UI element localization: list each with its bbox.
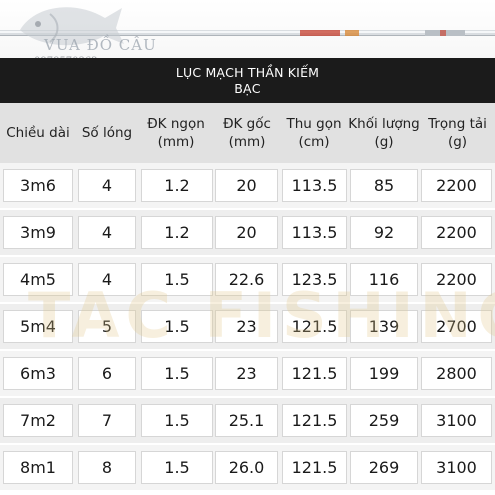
cell-sections: 4 (78, 169, 136, 202)
header-base-diameter: ĐK gốc (mm) (223, 116, 271, 150)
cell-tip-diameter: 1.5 (141, 263, 213, 296)
cell-sections: 5 (78, 310, 136, 343)
cell-load: 2200 (421, 169, 492, 202)
cell-closed-length: 113.5 (282, 216, 347, 249)
cell-weight: 85 (350, 169, 418, 202)
header-load: Trọng tải (g) (428, 116, 487, 150)
cell-weight: 199 (350, 357, 418, 390)
cell-tip-diameter: 1.5 (141, 310, 213, 343)
cell-weight: 259 (350, 404, 418, 437)
cell-weight: 92 (350, 216, 418, 249)
cell-tip-diameter: 1.2 (141, 216, 213, 249)
table-row: 3m9 4 1.2 20 113.5 92 2200 (0, 210, 495, 255)
table-row: 5m4 5 1.5 23 121.5 139 2700 (0, 304, 495, 349)
header-length: Chiều dài (6, 125, 70, 141)
table-row: 8m1 8 1.5 26.0 121.5 269 3100 (0, 445, 495, 490)
header-weight: Khối lượng (g) (348, 116, 420, 150)
header-sections: Số lóng (81, 125, 133, 141)
fishing-rod-image (0, 30, 495, 36)
fish-logo-icon (20, 7, 124, 46)
cell-base-diameter: 22.6 (215, 263, 278, 296)
product-banner: VUA ĐỒ CÂU (0, 0, 495, 58)
cell-closed-length: 121.5 (282, 404, 347, 437)
cell-load: 3100 (421, 404, 492, 437)
table-row: 6m3 6 1.5 23 121.5 199 2800 (0, 351, 495, 396)
cell-tip-diameter: 1.5 (141, 357, 213, 390)
cell-closed-length: 121.5 (282, 357, 347, 390)
table-row: 4m5 4 1.5 22.6 123.5 116 2200 (0, 257, 495, 302)
cell-length: 3m6 (3, 169, 73, 202)
cell-length: 7m2 (3, 404, 73, 437)
cell-length: 5m4 (3, 310, 73, 343)
cell-load: 2200 (421, 216, 492, 249)
cell-sections: 7 (78, 404, 136, 437)
page-title: LỤC MẠCH THẦN KIẾM BẠC (0, 58, 495, 103)
cell-base-diameter: 23 (215, 310, 278, 343)
cell-base-diameter: 20 (215, 216, 278, 249)
cell-weight: 139 (350, 310, 418, 343)
cell-load: 2800 (421, 357, 492, 390)
cell-sections: 8 (78, 451, 136, 484)
title-line-2: BẠC (234, 80, 261, 96)
cell-closed-length: 121.5 (282, 451, 347, 484)
cell-sections: 6 (78, 357, 136, 390)
cell-sections: 4 (78, 263, 136, 296)
cell-base-diameter: 26.0 (215, 451, 278, 484)
cell-base-diameter: 25.1 (215, 404, 278, 437)
cell-base-diameter: 23 (215, 357, 278, 390)
cell-length: 3m9 (3, 216, 73, 249)
title-line-1: LỤC MẠCH THẦN KIẾM (175, 64, 320, 80)
header-tip-diameter: ĐK ngọn (mm) (147, 116, 205, 150)
cell-sections: 4 (78, 216, 136, 249)
cell-weight: 116 (350, 263, 418, 296)
cell-tip-diameter: 1.2 (141, 169, 213, 202)
cell-tip-diameter: 1.5 (141, 451, 213, 484)
cell-load: 3100 (421, 451, 492, 484)
cell-length: 8m1 (3, 451, 73, 484)
brand-name: VUA ĐỒ CÂU (44, 36, 157, 54)
table-row: 7m2 7 1.5 25.1 121.5 259 3100 (0, 398, 495, 443)
cell-tip-diameter: 1.5 (141, 404, 213, 437)
table-row: 3m6 4 1.2 20 113.5 85 2200 (0, 163, 495, 208)
cell-load: 2700 (421, 310, 492, 343)
header-closed-length: Thu gọn (cm) (286, 116, 342, 150)
table-header: Chiều dài Số lóng ĐK ngọn (mm) ĐK gốc (mm)… (0, 103, 495, 163)
watermark-text: TAC FISHING (28, 279, 495, 352)
cell-closed-length: 121.5 (282, 310, 347, 343)
cell-load: 2200 (421, 263, 492, 296)
cell-base-diameter: 20 (215, 169, 278, 202)
cell-closed-length: 113.5 (282, 169, 347, 202)
cell-closed-length: 123.5 (282, 263, 347, 296)
cell-length: 4m5 (3, 263, 73, 296)
cell-length: 6m3 (3, 357, 73, 390)
cell-weight: 269 (350, 451, 418, 484)
